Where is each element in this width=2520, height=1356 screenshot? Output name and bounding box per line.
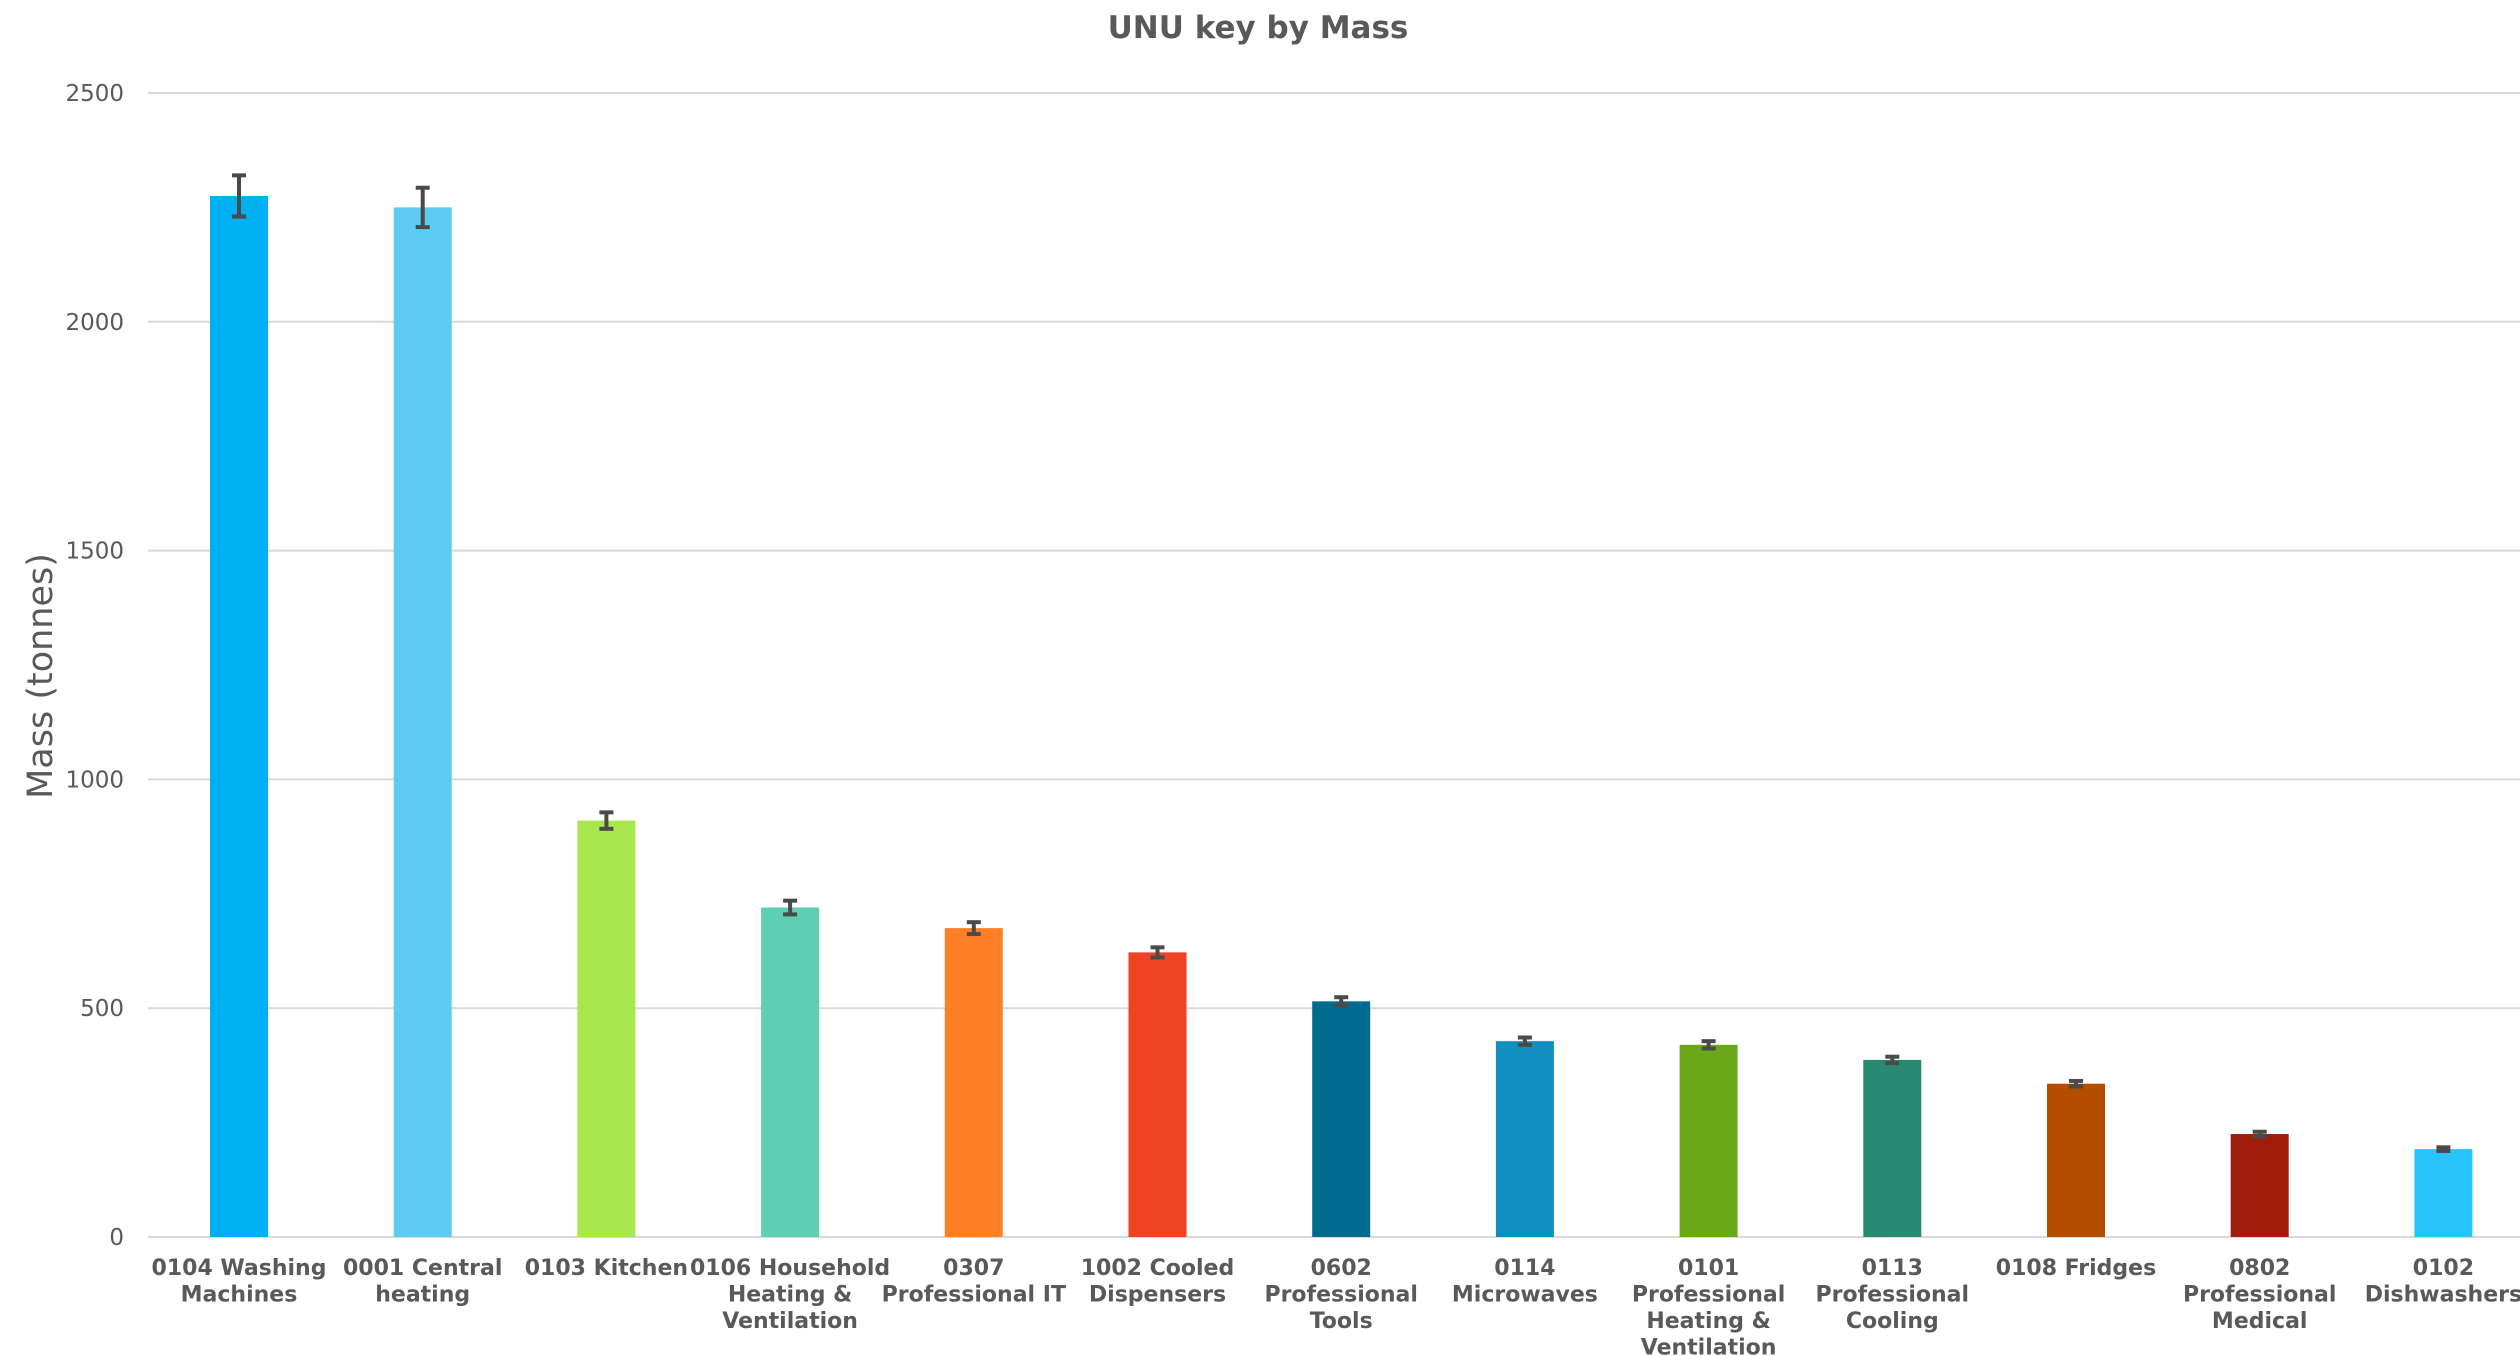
bar [1679,1044,1738,1237]
bars [210,195,2473,1238]
x-tick-label-line: 0001 Central [343,1256,502,1281]
bar [393,207,452,1237]
x-tick-label-line: 0106 Household [690,1256,890,1281]
x-tick-label-line: 0307 [943,1256,1004,1281]
x-tick-label: 0104 Washing Machines [152,1256,327,1308]
bar [1312,1001,1371,1237]
bar [1863,1059,1922,1237]
bar [761,907,820,1237]
y-tick-label: 2500 [65,81,124,107]
error-bar [1517,1035,1532,1047]
bar [944,928,1003,1237]
x-tick-label-line: Professional IT [882,1283,1066,1308]
x-tick-label-line: Ventilation [1641,1336,1777,1356]
x-tick-label: 0802 Professional Medical [2183,1256,2336,1334]
error-bar [1701,1039,1716,1051]
bar [1128,952,1187,1237]
x-tick-label-line: Professional [2183,1283,2336,1308]
x-tick-label-line: 0103 Kitchen [525,1256,688,1281]
error-bar [1150,945,1165,960]
error-bar [783,898,798,917]
x-tick-label-line: Cooling [1846,1309,1939,1334]
y-axis-ticks: 0 500 1000 1500 2000 2500 [65,81,124,1251]
x-tick-label-line: 0602 [1311,1256,1372,1281]
x-tick-label-line: Microwaves [1452,1283,1598,1308]
y-axis-label: Mass (tonnes) [21,553,61,799]
x-tick-label: 0307 Professional IT [882,1256,1066,1308]
x-tick-label-line: 0802 [2229,1256,2290,1281]
error-bar [2436,1145,2451,1153]
error-bar [415,185,430,230]
x-tick-label: 0101 Professional Heating & Ventilation [1632,1256,1785,1356]
x-tick-label: 0106 Household Heating & Ventilation [690,1256,890,1334]
y-tick-label: 0 [109,1225,124,1251]
x-tick-label: 0113 Professional Cooling [1816,1256,1969,1334]
x-tick-label: 0103 Kitchen [525,1256,688,1281]
x-tick-label-line: Medical [2212,1309,2308,1334]
error-bar [2069,1078,2083,1089]
x-tick-label-line: Heating & [1646,1309,1771,1334]
x-tick-label: 0102 Dishwashers [2365,1256,2520,1308]
x-tick-label-line: 0113 [1862,1256,1923,1281]
x-tick-label-line: Tools [1310,1309,1373,1334]
error-bar [1334,995,1349,1008]
x-tick-label-line: Dishwashers [2365,1283,2520,1308]
x-tick-label-line: 0104 Washing [152,1256,327,1281]
error-bars [232,173,2451,1153]
bar [2414,1149,2473,1237]
error-bar [2252,1129,2267,1139]
bar [577,820,636,1237]
x-tick-label: 1002 Cooled Dispensers [1081,1256,1234,1308]
bar [210,195,268,1238]
x-tick-label-line: Dispensers [1089,1283,1226,1308]
y-tick-label: 1000 [65,767,124,793]
x-tick-label-line: 1002 Cooled [1081,1256,1234,1281]
x-tick-label: 0108 Fridges [1996,1256,2156,1281]
x-tick-label-line: Professional [1264,1283,1417,1308]
gridlines [148,92,2520,1238]
bar [2047,1083,2105,1237]
chart-title: UNU key by Mass [1108,10,1409,46]
x-tick-label-line: Professional [1816,1283,1969,1308]
y-tick-label: 1500 [65,539,124,565]
x-tick-label-line: Ventilation [722,1309,858,1334]
y-tick-label: 2000 [65,310,124,336]
error-bar [232,173,246,219]
x-tick-label: 0114 Microwaves [1452,1256,1598,1308]
bar [2230,1134,2289,1237]
y-tick-label: 500 [80,996,124,1022]
x-tick-label-line: heating [375,1283,470,1308]
x-tick-label: 0602 Professional Tools [1264,1256,1417,1334]
x-tick-label-line: 0114 [1494,1256,1555,1281]
error-bar [1885,1054,1900,1066]
x-tick-label-line: 0108 Fridges [1996,1256,2156,1281]
x-tick-label-line: Heating & [728,1283,853,1308]
x-tick-label: 0001 Central heating [343,1256,502,1308]
x-tick-label-line: Professional [1632,1283,1785,1308]
error-bar [599,810,614,831]
bar [1495,1041,1554,1237]
x-tick-label-line: 0101 [1678,1256,1739,1281]
error-bar [966,920,981,937]
x-tick-label-line: Machines [181,1283,298,1308]
x-tick-label-line: 0102 [2413,1256,2474,1281]
